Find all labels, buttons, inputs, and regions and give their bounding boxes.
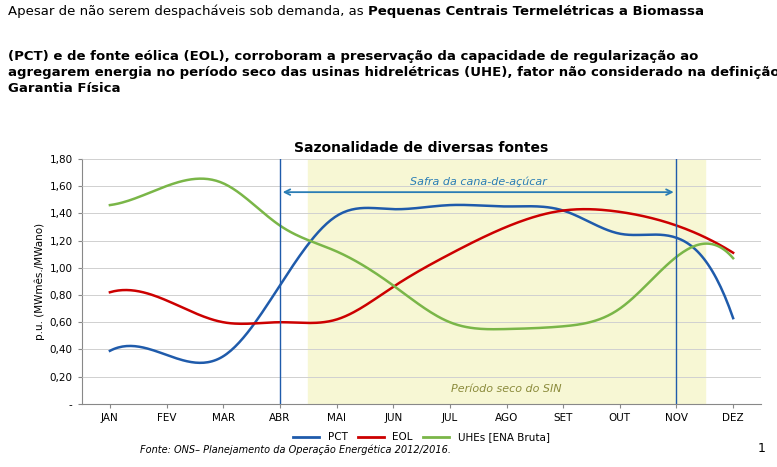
Text: (PCT) e de fonte eólica (EOL), corroboram a preservação da capacidade de regular: (PCT) e de fonte eólica (EOL), corrobora… [8, 50, 777, 94]
Text: Pequenas Centrais Termelétricas a Biomassa: Pequenas Centrais Termelétricas a Biomas… [368, 5, 704, 18]
Title: Sazonalidade de diversas fontes: Sazonalidade de diversas fontes [294, 141, 549, 155]
Y-axis label: p.u. (MWmês./MWano): p.u. (MWmês./MWano) [35, 223, 45, 340]
Text: Apesar de não serem despacháveis sob demanda, as: Apesar de não serem despacháveis sob de… [8, 5, 368, 18]
Legend: PCT, EOL, UHEs [ENA Bruta]: PCT, EOL, UHEs [ENA Bruta] [289, 428, 554, 446]
Text: Fonte: ONS– Planejamento da Operação Energética 2012/2016.: Fonte: ONS– Planejamento da Operação Ene… [140, 445, 451, 455]
Text: 1: 1 [758, 442, 765, 455]
Bar [308, 159, 705, 404]
Text: Período seco do SIN: Período seco do SIN [451, 384, 562, 395]
Text: Safra da cana-de-açúcar: Safra da cana-de-açúcar [409, 176, 546, 187]
